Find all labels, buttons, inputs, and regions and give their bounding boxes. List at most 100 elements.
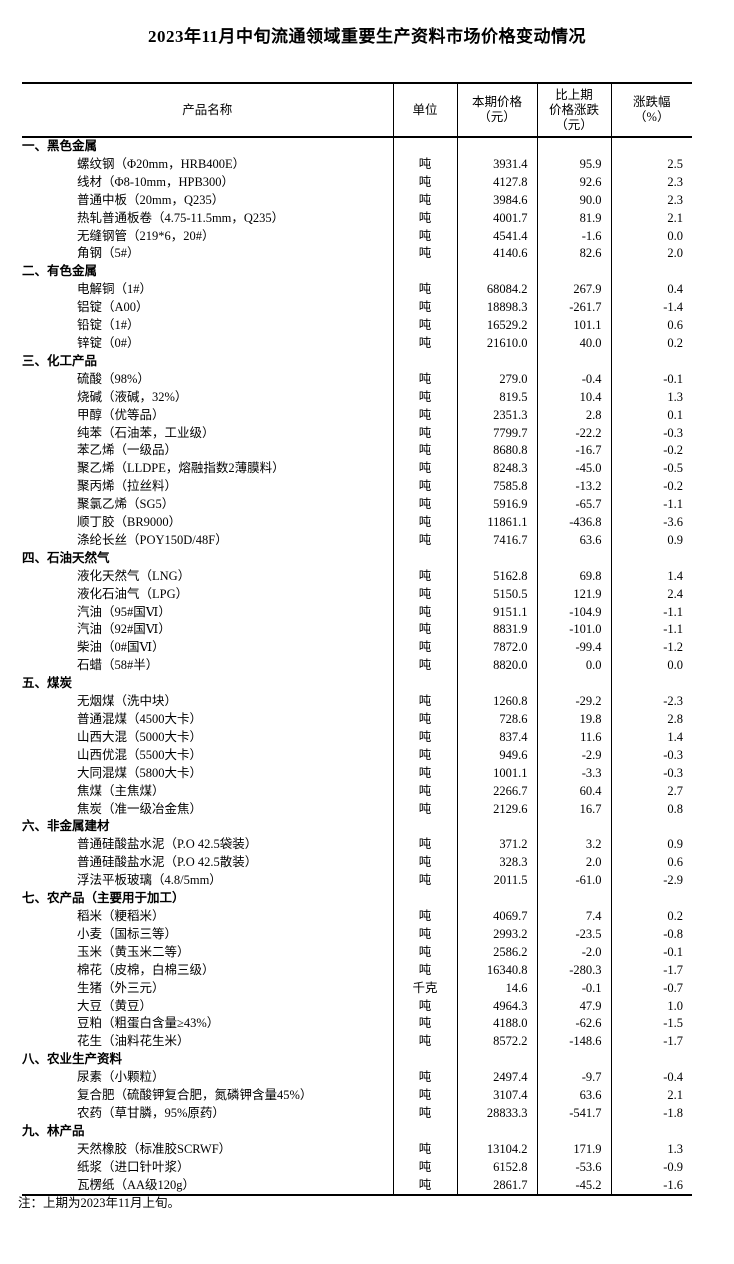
pct-cell: -1.7: [610, 1033, 692, 1052]
price-cell: 837.4: [456, 728, 537, 747]
product-name-cell: 苯乙烯（一级品）: [77, 443, 178, 458]
price-table: 产品名称 单位 本期价格 （元） 比上期 价格涨跌 （元） 涨跌幅 （%） 一、…: [22, 82, 692, 1196]
table-row: 无缝钢管（219*6，20#） 吨 4541.4 -1.6 0.0: [22, 227, 692, 246]
section-row: 九、林产品: [22, 1122, 692, 1141]
product-name-cell: 浮法平板玻璃（4.8/5mm）: [77, 873, 222, 888]
section-name: 九、林产品: [22, 1123, 85, 1138]
price-cell: 68084.2: [456, 281, 537, 300]
pct-cell: -1.1: [610, 603, 692, 622]
product-name-cell: 聚乙烯（LLDPE，熔融指数2薄膜料）: [77, 461, 285, 476]
price-cell: [456, 549, 537, 568]
pct-cell: 1.4: [610, 728, 692, 747]
table-row: 线材（Φ8-10mm，HPB300） 吨 4127.8 92.6 2.3: [22, 173, 692, 192]
pct-cell: -0.7: [610, 979, 692, 998]
pct-cell: -1.2: [610, 639, 692, 658]
price-cell: 13104.2: [456, 1140, 537, 1159]
footnote: 注：上期为2023年11月上旬。: [18, 1196, 181, 1210]
price-cell: 18898.3: [456, 299, 537, 318]
table-row: 电解铜（1#） 吨 68084.2 267.9 0.4: [22, 281, 692, 300]
pct-cell: 2.3: [610, 173, 692, 192]
pct-cell: [610, 137, 692, 156]
price-cell: 28833.3: [456, 1104, 537, 1123]
product-name-cell: 复合肥（硫酸钾复合肥，氮磷钾含量45%）: [77, 1088, 313, 1103]
header-product-name: 产品名称: [182, 102, 233, 117]
change-cell: 2.8: [536, 406, 611, 425]
pct-cell: -0.1: [610, 943, 692, 962]
change-cell: [536, 137, 611, 156]
section-name: 八、农业生产资料: [22, 1052, 123, 1067]
unit-cell: 吨: [392, 639, 457, 658]
change-cell: 81.9: [536, 209, 611, 228]
price-cell: 11861.1: [456, 514, 537, 532]
table-row: 聚丙烯（拉丝料） 吨 7585.8 -13.2 -0.2: [22, 478, 692, 497]
table-row: 铅锭（1#） 吨 16529.2 101.1 0.6: [22, 317, 692, 335]
product-name-cell: 农药（草甘膦，95%原药）: [77, 1105, 225, 1120]
unit-cell: 吨: [392, 836, 457, 855]
pct-cell: -1.6: [610, 1176, 692, 1196]
unit-cell: 吨: [392, 782, 457, 801]
product-name-cell: 棉花（皮棉，白棉三级）: [77, 962, 215, 977]
pct-cell: -1.4: [610, 299, 692, 318]
unit-cell: [392, 890, 457, 908]
price-cell: 5150.5: [456, 585, 537, 604]
price-cell: 819.5: [456, 388, 537, 407]
product-name-cell: 大同混煤（5800大卡）: [77, 765, 203, 780]
change-cell: -53.6: [536, 1158, 611, 1177]
product-name-cell: 角钢（5#）: [77, 246, 140, 261]
product-name-cell: 普通混煤（4500大卡）: [77, 712, 203, 726]
change-cell: [536, 675, 611, 694]
price-cell: 2351.3: [456, 406, 537, 425]
change-cell: 0.0: [536, 657, 611, 676]
price-cell: 4964.3: [456, 997, 537, 1016]
change-cell: -2.0: [536, 943, 611, 962]
table-row: 普通混煤（4500大卡） 吨 728.6 19.8 2.8: [22, 711, 692, 729]
product-name-cell: 液化石油气（LPG）: [77, 586, 189, 601]
pct-cell: 0.6: [610, 317, 692, 335]
price-cell: 16529.2: [456, 317, 537, 335]
unit-cell: 吨: [392, 764, 457, 783]
pct-cell: -1.5: [610, 1015, 692, 1034]
change-cell: 267.9: [536, 281, 611, 300]
pct-cell: 0.1: [610, 406, 692, 425]
section-name: 一、黑色金属: [22, 139, 98, 153]
unit-cell: 吨: [392, 603, 457, 622]
change-cell: -22.2: [536, 424, 611, 443]
pct-cell: 0.9: [610, 531, 692, 550]
price-cell: 4541.4: [456, 227, 537, 246]
pct-cell: 0.6: [610, 854, 692, 873]
price-cell: 3984.6: [456, 191, 537, 210]
unit-cell: 吨: [392, 1015, 457, 1034]
pct-cell: -1.7: [610, 961, 692, 980]
change-cell: -62.6: [536, 1015, 611, 1034]
unit-cell: 吨: [392, 872, 457, 891]
unit-cell: 吨: [392, 907, 457, 926]
change-cell: -541.7: [536, 1104, 611, 1123]
change-cell: 10.4: [536, 388, 611, 407]
page-title: 2023年11月中旬流通领域重要生产资料市场价格变动情况: [147, 27, 587, 46]
section-row: 一、黑色金属: [22, 137, 692, 156]
unit-cell: 吨: [392, 460, 457, 479]
change-cell: 63.6: [536, 1087, 611, 1105]
product-name-cell: 尿素（小颗粒）: [77, 1070, 165, 1085]
table-row: 纯苯（石油苯，工业级） 吨 7799.7 -22.2 -0.3: [22, 424, 692, 443]
change-cell: 40.0: [536, 334, 611, 353]
change-cell: 101.1: [536, 317, 611, 335]
unit-cell: 吨: [392, 496, 457, 515]
unit-cell: 吨: [392, 227, 457, 246]
product-name-cell: 螺纹钢（Φ20mm，HRB400E）: [77, 156, 246, 171]
change-cell: -13.2: [536, 478, 611, 497]
pct-cell: -0.8: [610, 925, 692, 944]
section-name: 四、石油天然气: [22, 550, 110, 565]
table-row: 玉米（黄玉米二等） 吨 2586.2 -2.0 -0.1: [22, 943, 692, 962]
table-row: 山西大混（5000大卡） 吨 837.4 11.6 1.4: [22, 728, 692, 747]
unit-cell: 吨: [392, 585, 457, 604]
change-cell: 95.9: [536, 155, 611, 174]
table-row: 甲醇（优等品） 吨 2351.3 2.8 0.1: [22, 406, 692, 425]
unit-cell: 吨: [392, 943, 457, 962]
table-row: 螺纹钢（Φ20mm，HRB400E） 吨 3931.4 95.9 2.5: [22, 155, 692, 174]
header-current-price: 本期价格 （元）: [456, 83, 537, 137]
price-cell: 4188.0: [456, 1015, 537, 1034]
change-cell: [536, 549, 611, 568]
price-cell: [456, 1051, 537, 1070]
